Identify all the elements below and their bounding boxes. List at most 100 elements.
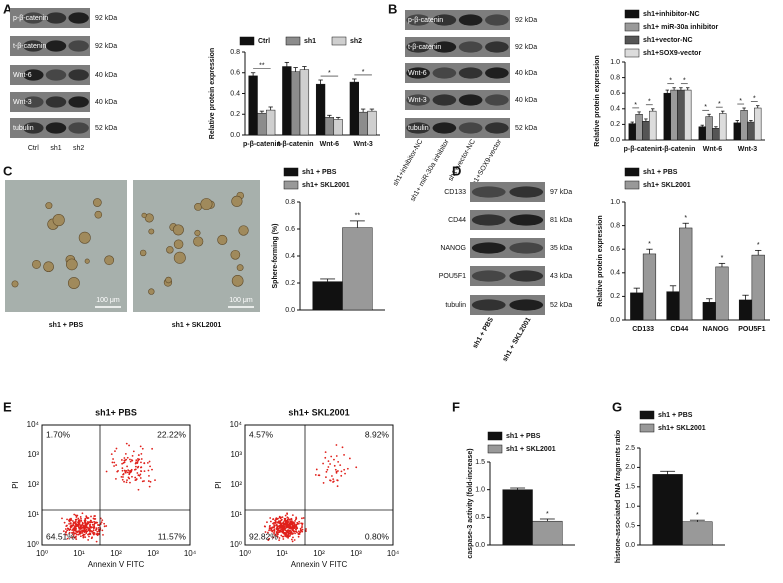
sphere [200, 198, 213, 211]
panel-letter: D [452, 163, 461, 178]
protein-label: CD44 [448, 217, 466, 224]
bar [679, 227, 693, 321]
event-dot [337, 460, 340, 463]
event-dot [72, 531, 75, 534]
y-tick-label: 10² [27, 480, 39, 489]
y-tick-label: 2.0 [625, 464, 635, 471]
event-dot [346, 467, 349, 470]
event-dot [291, 514, 294, 517]
bar [663, 92, 671, 141]
event-dot [289, 527, 292, 530]
flow-title: sh1+ SKL2001 [288, 407, 349, 417]
event-dot [82, 536, 85, 539]
size-label: 40 kDa [515, 97, 537, 104]
lane-label: sh1 [50, 145, 61, 152]
event-dot [297, 530, 300, 533]
size-label: 92 kDa [95, 43, 117, 50]
event-dot [278, 515, 281, 518]
event-dot [136, 462, 139, 464]
lane-label: Ctrl [28, 145, 39, 152]
blot-band [485, 94, 509, 106]
event-dot [281, 516, 284, 519]
legend-swatch [331, 36, 347, 46]
event-dot [288, 522, 291, 525]
protein-label: tubulin [445, 302, 466, 309]
event-dot [133, 468, 136, 471]
event-dot [116, 470, 119, 473]
sphere [194, 229, 201, 237]
event-dot [298, 533, 301, 535]
blot-strip [405, 37, 510, 57]
event-dot [134, 479, 137, 482]
bar [635, 114, 643, 141]
event-dot [105, 525, 108, 527]
protein-label: p-β-catenin [13, 15, 48, 22]
quadrant-percent: 64.51% [46, 531, 75, 541]
event-dot [339, 464, 342, 466]
event-dot [138, 474, 141, 477]
event-dot [86, 530, 89, 533]
event-dot [143, 480, 145, 482]
event-dot [301, 526, 303, 529]
event-dot [105, 470, 108, 473]
scale-label: 100 μm [229, 297, 253, 304]
panel-letter: A [3, 1, 13, 16]
event-dot [148, 460, 151, 463]
event-dot [87, 529, 90, 532]
sphere [141, 212, 147, 218]
blot-band [432, 94, 457, 106]
event-dot [71, 529, 74, 532]
event-dot [77, 533, 80, 536]
event-dot [291, 524, 294, 527]
y-axis-label: PI [11, 481, 20, 489]
blot-band [471, 270, 506, 282]
event-dot [74, 523, 77, 526]
event-dot [289, 532, 292, 535]
event-dot [73, 513, 76, 516]
legend-swatch [283, 167, 299, 177]
legend-label: sh2 [350, 38, 362, 45]
quadrant-percent: 8.92% [365, 429, 390, 439]
significance: * [648, 241, 651, 248]
legend-swatch [624, 167, 640, 177]
event-dot [76, 533, 78, 536]
event-dot [336, 485, 339, 488]
sphere [84, 258, 90, 264]
event-dot [80, 517, 82, 520]
bar [666, 291, 680, 321]
event-dot [86, 526, 89, 529]
event-dot [74, 532, 76, 535]
event-dot [344, 472, 346, 475]
event-dot [64, 528, 67, 530]
event-dot [121, 478, 124, 481]
event-dot [89, 533, 92, 536]
event-dot [291, 540, 294, 543]
event-dot [295, 523, 298, 526]
event-dot [143, 462, 146, 465]
event-dot [271, 529, 274, 532]
x-tick-label: 10⁴ [184, 549, 197, 558]
event-dot [126, 471, 129, 474]
bar [715, 266, 729, 321]
protein-label: NANOG [440, 245, 466, 252]
blot-band [45, 122, 67, 134]
bar [502, 489, 533, 546]
significance: ** [259, 63, 265, 70]
lane-label: sh1 + PBS [472, 316, 495, 350]
blot-band [68, 69, 89, 81]
blot-band [458, 122, 483, 134]
event-dot [69, 519, 72, 522]
event-dot [292, 530, 295, 533]
y-tick-label: 0.0 [610, 137, 620, 144]
event-dot [96, 530, 99, 533]
x-tick-label: p-β-catenin [243, 141, 281, 148]
panel-letter: F [452, 399, 460, 414]
blot-band [432, 67, 457, 79]
size-label: 52 kDa [515, 125, 537, 132]
event-dot [103, 522, 106, 525]
y-tick-label: 0.5 [625, 522, 635, 529]
event-dot [291, 528, 294, 531]
event-dot [128, 473, 131, 476]
event-dot [285, 533, 288, 535]
event-dot [287, 532, 290, 534]
